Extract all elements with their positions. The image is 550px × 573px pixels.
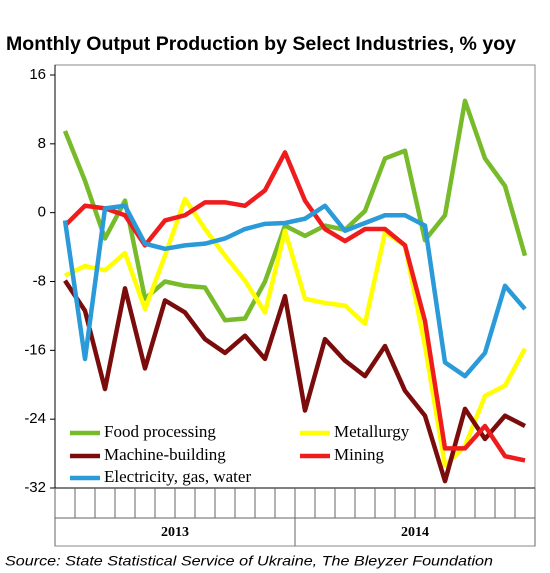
y-tick-label: -8: [33, 272, 46, 289]
y-tick-label: -32: [24, 479, 46, 496]
series-line: [63, 150, 526, 463]
y-tick-label: -24: [24, 410, 46, 427]
year-label: 2013: [161, 525, 189, 540]
y-tick-label: 16: [29, 66, 46, 83]
legend-label: Electricity, gas, water: [104, 467, 251, 486]
legend-label: Machine-building: [104, 445, 226, 464]
y-tick-label: -16: [24, 341, 46, 358]
chart-title: Monthly Output Production by Select Indu…: [6, 34, 516, 55]
y-tick-label: 0: [38, 204, 46, 221]
legend-label: Food processing: [104, 422, 216, 441]
source: Source: State Statistical Service of Ukr…: [5, 553, 493, 569]
series-line: [62, 98, 528, 323]
legend-label: Metallurgy: [334, 422, 410, 441]
legend-label: Mining: [334, 445, 385, 464]
series-line: [62, 203, 527, 379]
y-tick-label: 8: [38, 135, 46, 152]
year-label: 2014: [401, 525, 429, 540]
series-line: [63, 279, 527, 484]
